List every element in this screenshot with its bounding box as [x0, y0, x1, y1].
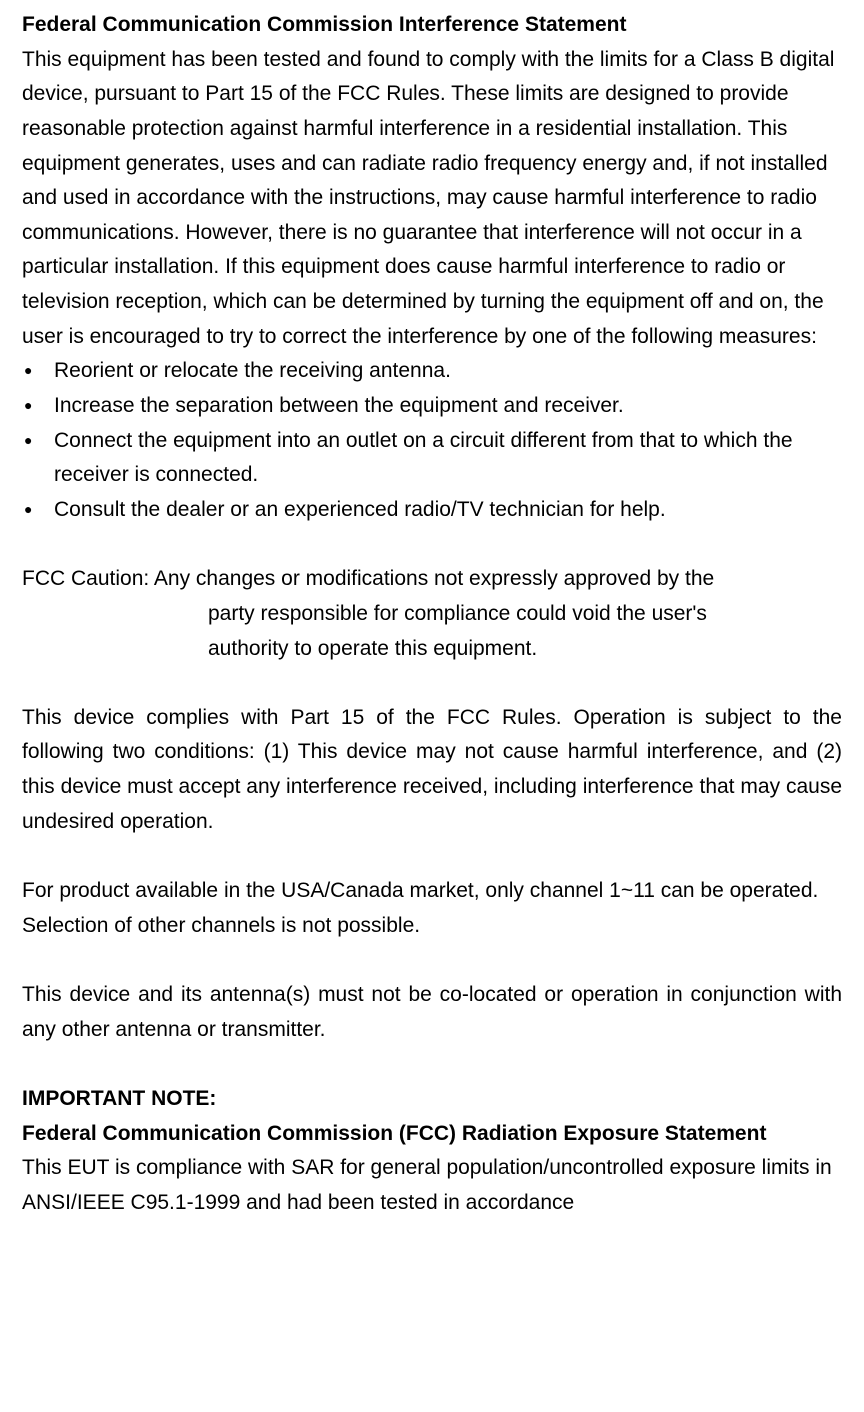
list-item: Consult the dealer or an experienced rad…: [22, 493, 842, 528]
important-note-label: IMPORTANT NOTE:: [22, 1082, 842, 1117]
fcc-radiation-heading: Federal Communication Commission (FCC) R…: [22, 1117, 842, 1152]
sar-note-paragraph: This EUT is compliance with SAR for gene…: [22, 1151, 842, 1220]
list-item: Increase the separation between the equi…: [22, 389, 842, 424]
fcc-caution-line1: FCC Caution: Any changes or modification…: [22, 562, 842, 597]
part15-paragraph: This device complies with Part 15 of the…: [22, 701, 842, 840]
spacer: [22, 1047, 842, 1082]
fcc-caution-line3: authority to operate this equipment.: [22, 632, 842, 667]
spacer: [22, 943, 842, 978]
spacer: [22, 528, 842, 563]
intro-paragraph: This equipment has been tested and found…: [22, 43, 842, 355]
fcc-caution-line2: party responsible for compliance could v…: [22, 597, 842, 632]
list-item: Reorient or relocate the receiving anten…: [22, 354, 842, 389]
list-item: Connect the equipment into an outlet on …: [22, 424, 842, 493]
channel-note-paragraph: For product available in the USA/Canada …: [22, 874, 842, 943]
spacer: [22, 839, 842, 874]
fcc-interference-heading: Federal Communication Commission Interfe…: [22, 8, 842, 43]
spacer: [22, 666, 842, 701]
measures-list: Reorient or relocate the receiving anten…: [22, 354, 842, 527]
antenna-note-paragraph: This device and its antenna(s) must not …: [22, 978, 842, 1047]
